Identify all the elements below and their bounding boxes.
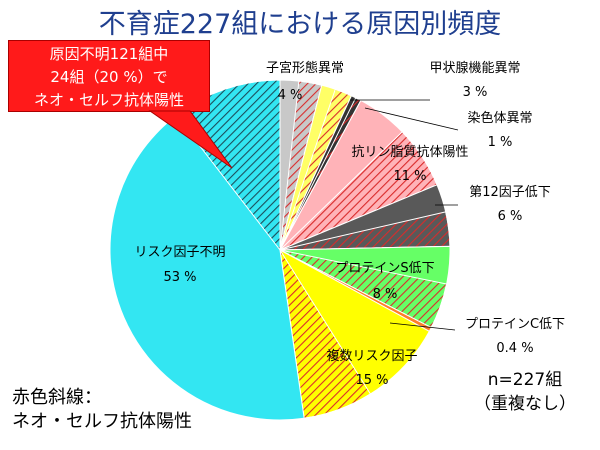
slice-value-5: 6 % xyxy=(498,209,523,224)
hatch-legend-note: 赤色斜線： ネオ・セルフ抗体陽性 xyxy=(12,386,192,434)
callout-box: 原因不明121組中 24組（20 %）で ネオ・セルフ抗体陽性 xyxy=(8,40,210,112)
chart-title: 不育症227組における原因別頻度 xyxy=(98,9,502,40)
slice-label-5: 第12因子低下 xyxy=(469,185,551,200)
leader-line-7 xyxy=(389,322,456,331)
slice-value-1: 4 % xyxy=(278,88,303,103)
hatch-note-line-2: ネオ・セルフ抗体陽性 xyxy=(12,411,192,432)
slice-label-8: 複数リスク因子 xyxy=(326,348,417,364)
slice-value-6: 8 % xyxy=(373,287,398,302)
slice-value-3: 1 % xyxy=(488,135,513,150)
slice-label-9: リスク因子不明 xyxy=(134,245,225,260)
hatch-note-line-1: 赤色斜線： xyxy=(12,387,102,408)
leader-line-3 xyxy=(364,107,459,131)
callout-line-2: 24組（20 %）で xyxy=(50,68,168,86)
slice-value-9: 53 % xyxy=(163,270,196,285)
slice-label-1: 子宮形態異常 xyxy=(266,60,344,76)
sample-size: n=227組 xyxy=(487,370,563,390)
slice-value-7: 0.4 % xyxy=(496,341,533,356)
callout-line-3: ネオ・セルフ抗体陽性 xyxy=(33,91,184,109)
slice-label-7: プロテインC低下 xyxy=(465,317,565,332)
slice-value-2: 3 % xyxy=(463,85,488,100)
sample-size-note: n=227組 （重複なし） xyxy=(470,368,580,416)
sample-duplicate-note: （重複なし） xyxy=(474,394,576,414)
slice-label-2: 甲状腺機能異常 xyxy=(429,61,520,76)
slice-label-3: 染色体異常 xyxy=(467,110,532,126)
slice-label-6: プロテインS低下 xyxy=(335,261,434,276)
callout-line-1: 原因不明121組中 xyxy=(49,45,169,63)
slice-label-4: 抗リン脂質抗体陽性 xyxy=(351,145,468,160)
slice-value-8: 15 % xyxy=(355,373,388,388)
slice-value-4: 11 % xyxy=(393,169,426,184)
